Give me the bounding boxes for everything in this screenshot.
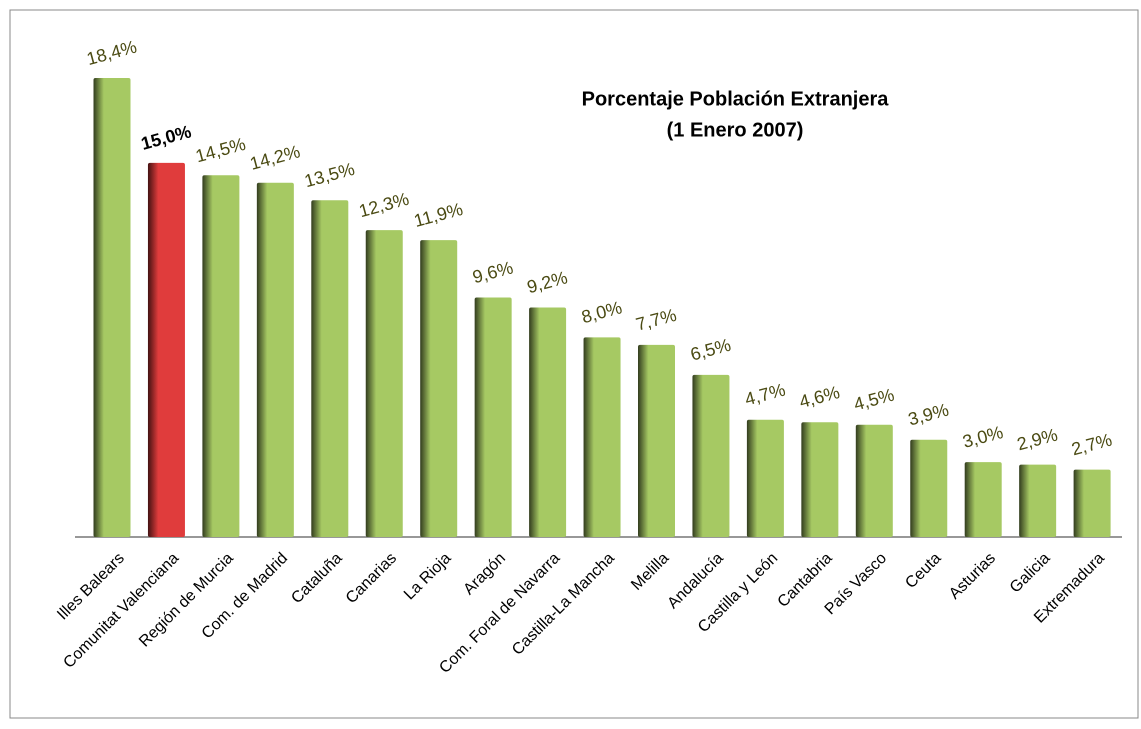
bar bbox=[365, 230, 403, 538]
bar bbox=[1019, 464, 1057, 537]
bar bbox=[529, 307, 567, 537]
bar bbox=[420, 240, 458, 538]
bar bbox=[801, 422, 839, 537]
bar bbox=[638, 344, 675, 537]
bar bbox=[746, 419, 784, 537]
bar bbox=[583, 337, 621, 537]
bar bbox=[692, 374, 730, 537]
bar bbox=[256, 182, 294, 538]
chart-frame bbox=[9, 9, 1139, 719]
bar bbox=[147, 162, 185, 537]
bar bbox=[93, 78, 131, 537]
bar bbox=[311, 200, 349, 537]
bar bbox=[202, 175, 240, 538]
bar bbox=[964, 462, 1002, 537]
bar bbox=[910, 439, 948, 537]
chart-subtitle: (1 Enero 2007) bbox=[667, 119, 804, 141]
bar bbox=[855, 424, 893, 537]
bar bbox=[474, 297, 512, 537]
chart-title: Porcentaje Población Extranjera bbox=[582, 88, 890, 110]
bar bbox=[1073, 469, 1111, 537]
